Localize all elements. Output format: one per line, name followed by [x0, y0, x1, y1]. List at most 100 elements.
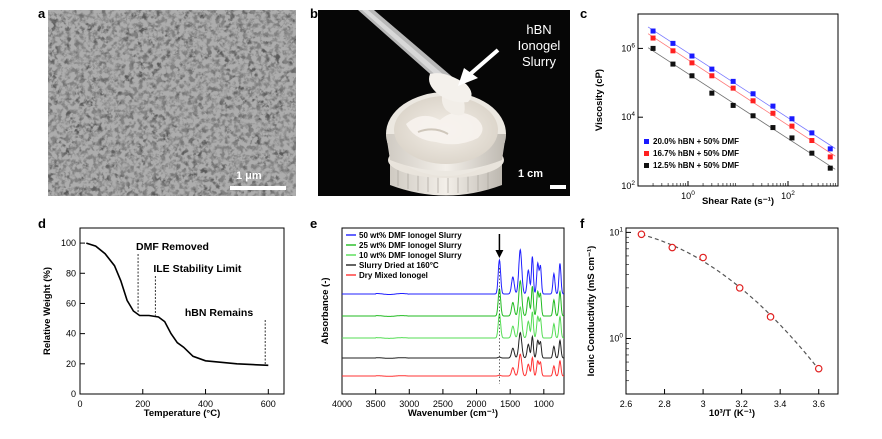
conductivity-x-tick-label: 3 — [701, 399, 706, 409]
tga-annotation-label: ILE Stability Limit — [153, 263, 242, 275]
tga-y-tick-label: 0 — [71, 389, 76, 399]
ftir-x-tick-label: 1500 — [500, 399, 520, 409]
slurry-annotation-line-1: hBN — [526, 22, 552, 37]
panel-label-f: f — [580, 216, 585, 231]
photo-scale-bar-label: 1 cm — [518, 168, 544, 180]
conductivity-x-axis-label: 10³/T (K⁻¹) — [709, 408, 755, 419]
ftir-spectrum — [342, 279, 564, 317]
ftir-legend-label: 25 wt% DMF Ionogel Slurry — [359, 241, 462, 250]
ftir-x-tick-label: 1000 — [534, 399, 554, 409]
chart-viscosity: 100 102 102 104 106 20.0% hBN + 50% DMF 16.7%… — [594, 13, 839, 207]
viscosity-fit-line — [647, 26, 836, 149]
ftir-x-tick-label: 3500 — [366, 399, 386, 409]
viscosity-data-point — [689, 53, 695, 59]
panel-label-c: c — [580, 6, 588, 21]
viscosity-data-point — [809, 130, 815, 136]
tga-x-axis-label: Temperature (°C) — [144, 408, 220, 419]
slurry-annotation-line-3: Slurry — [522, 54, 556, 69]
sem-scale-bar — [230, 186, 286, 190]
conductivity-fit-curve — [641, 234, 820, 370]
ftir-legend-label: Slurry Dried at 160°C — [359, 261, 439, 270]
tga-y-tick-label: 20 — [66, 359, 76, 369]
viscosity-data-point — [709, 66, 715, 72]
tga-x-tick-label: 200 — [135, 399, 150, 409]
tga-x-tick-label: 600 — [261, 399, 276, 409]
conductivity-y-tick-label: 100 — [609, 333, 623, 344]
ftir-legend-label: 50 wt% DMF Ionogel Slurry — [359, 231, 462, 240]
tga-annotation-label: DMF Removed — [136, 241, 209, 253]
slurry-illustration — [318, 10, 570, 196]
ftir-y-axis-label: Absorbance (-) — [320, 277, 331, 344]
viscosity-data-point — [650, 45, 656, 51]
viscosity-data-point — [827, 154, 833, 160]
viscosity-data-point — [750, 98, 756, 104]
conductivity-data-point — [637, 230, 646, 239]
viscosity-x-tick-label: 102 — [781, 190, 795, 201]
viscosity-data-point — [750, 91, 756, 97]
conductivity-plot-frame — [625, 227, 839, 395]
conductivity-y-tick-label: 101 — [609, 226, 623, 237]
viscosity-y-tick-label: 102 — [621, 180, 635, 191]
ftir-spectrum — [342, 353, 564, 377]
slurry-photo: hBN Ionogel Slurry 1 cm — [318, 10, 570, 196]
ftir-x-axis-label: Wavenumber (cm⁻¹) — [408, 408, 498, 419]
conductivity-data-point — [735, 284, 744, 292]
tga-y-tick-label: 40 — [66, 329, 76, 339]
ftir-spectrum — [342, 305, 564, 339]
viscosity-data-point — [809, 138, 815, 144]
slurry-annotation-line-2: Ionogel — [517, 38, 561, 53]
viscosity-data-point — [670, 48, 676, 54]
ftir-x-tick-label: 2000 — [467, 399, 487, 409]
viscosity-x-axis-label: Shear Rate (s⁻¹) — [702, 196, 774, 207]
viscosity-data-point — [709, 73, 715, 79]
viscosity-data-point — [770, 125, 776, 131]
viscosity-data-point — [650, 28, 656, 34]
conductivity-data-point — [668, 243, 677, 252]
viscosity-data-point — [670, 40, 676, 46]
ftir-x-tick-label: 2500 — [433, 399, 453, 409]
viscosity-fit-line — [647, 33, 836, 157]
viscosity-data-point — [827, 146, 833, 152]
viscosity-data-point — [730, 102, 736, 108]
viscosity-data-point — [809, 150, 815, 156]
ftir-legend-label: Dry Mixed Ionogel — [359, 271, 428, 280]
conductivity-data-point — [814, 364, 823, 373]
ftir-arrow-head — [495, 250, 504, 258]
viscosity-x-tick-label: 100 — [681, 190, 695, 201]
viscosity-data-point — [730, 78, 736, 84]
viscosity-y-tick-label: 106 — [621, 42, 635, 53]
ftir-legend-label: 10 wt% DMF Ionogel Slurry — [359, 251, 462, 260]
tga-plot-frame — [79, 227, 285, 395]
tga-curve — [86, 242, 269, 367]
viscosity-legend-marker — [644, 151, 649, 156]
viscosity-legend-marker — [644, 163, 649, 168]
panel-label-b: b — [310, 6, 318, 21]
viscosity-data-point — [730, 85, 736, 91]
viscosity-data-point — [689, 73, 695, 79]
viscosity-data-point — [789, 116, 795, 122]
tga-x-tick-label: 400 — [198, 399, 213, 409]
ftir-x-tick-label: 3000 — [399, 399, 419, 409]
viscosity-plot-frame — [637, 13, 839, 187]
tga-x-tick-label: 0 — [77, 399, 82, 409]
conductivity-x-tick-label: 3.4 — [774, 399, 787, 409]
viscosity-data-point — [770, 103, 776, 109]
viscosity-legend-label: 12.5% hBN + 50% DMF — [653, 161, 739, 170]
viscosity-legend-label: 20.0% hBN + 50% DMF — [653, 137, 739, 146]
ftir-spectrum — [342, 331, 564, 359]
conductivity-data-point — [766, 313, 775, 321]
tga-y-axis-label: Relative Weight (%) — [42, 267, 53, 355]
ftir-spectrum — [342, 248, 564, 295]
ftir-peak-arrow — [495, 234, 504, 384]
viscosity-y-tick-label: 104 — [621, 111, 635, 122]
viscosity-data-point — [670, 61, 676, 67]
chart-ftir: 4000 3500 3000 2500 2000 1500 1000 50 wt% DMF … — [320, 227, 565, 419]
viscosity-data-point — [750, 113, 756, 119]
panel-label-d: d — [38, 216, 46, 231]
ftir-x-tick-label: 4000 — [332, 399, 352, 409]
sem-image: 1 μm — [48, 10, 296, 196]
conductivity-x-tick-label: 3.6 — [812, 399, 825, 409]
conductivity-y-axis-label: Ionic Conductivity (mS cm⁻¹) — [586, 246, 597, 377]
viscosity-data-point — [789, 123, 795, 129]
sem-texture — [48, 10, 296, 196]
